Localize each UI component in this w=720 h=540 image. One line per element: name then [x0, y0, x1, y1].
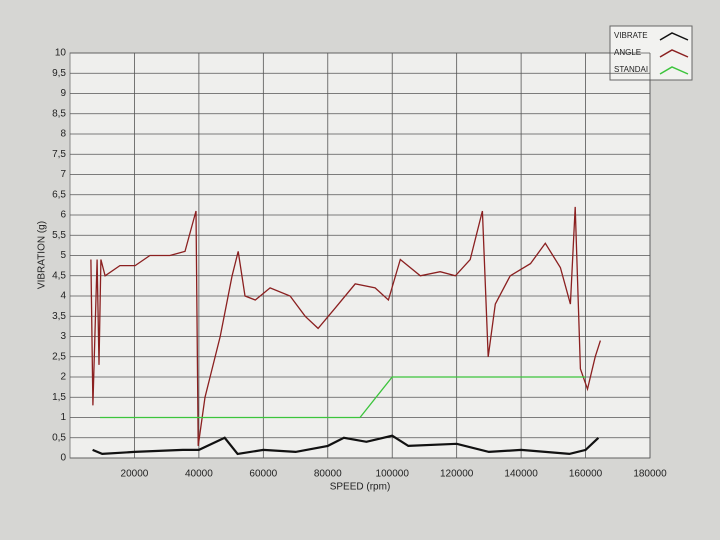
y-tick-label: 0,5 — [52, 432, 66, 443]
y-tick-label: 9 — [60, 88, 66, 99]
y-tick-label: 8 — [60, 129, 66, 140]
y-tick-label: 3 — [60, 331, 66, 342]
y-tick-label: 4 — [60, 291, 66, 302]
data-line — [90, 206, 602, 446]
legend-label: ANGLE — [614, 48, 641, 57]
legend-swatch — [659, 49, 689, 58]
legend-swatch — [659, 66, 689, 75]
y-tick-label: 4,5 — [52, 270, 66, 281]
x-tick-label: 80000 — [314, 469, 342, 480]
legend-label: VIBRATE — [614, 31, 648, 40]
y-tick-label: 9,5 — [52, 68, 66, 79]
data-line — [92, 434, 600, 456]
legend-swatch — [659, 32, 689, 41]
y-tick-label: 6,5 — [52, 189, 66, 200]
y-tick-label: 1,5 — [52, 392, 66, 403]
x-tick-label: 120000 — [440, 469, 474, 480]
x-tick-label: 140000 — [504, 469, 538, 480]
data-line — [100, 376, 586, 419]
x-tick-label: 100000 — [376, 469, 410, 480]
y-tick-label: 10 — [55, 48, 67, 59]
y-tick-label: 5,5 — [52, 230, 66, 241]
x-tick-label: 60000 — [249, 469, 277, 480]
y-tick-label: 8,5 — [52, 108, 66, 119]
y-tick-label: 6 — [60, 210, 66, 221]
x-tick-label: 180000 — [633, 469, 667, 480]
y-tick-label: 1 — [60, 412, 66, 423]
y-tick-label: 7,5 — [52, 149, 66, 160]
x-tick-label: 160000 — [569, 469, 603, 480]
x-tick-label: 20000 — [121, 469, 149, 480]
y-tick-label: 7 — [60, 169, 66, 180]
legend-label: STANDAI — [614, 65, 648, 74]
y-tick-label: 0 — [60, 453, 66, 464]
y-tick-label: 2,5 — [52, 351, 66, 362]
y-axis-label: VIBRATION (g) — [37, 221, 48, 289]
y-tick-label: 3,5 — [52, 311, 66, 322]
x-tick-label: 40000 — [185, 469, 213, 480]
y-tick-label: 2 — [60, 372, 66, 383]
y-tick-label: 5 — [60, 250, 66, 261]
x-axis-label: SPEED (rpm) — [330, 482, 391, 493]
